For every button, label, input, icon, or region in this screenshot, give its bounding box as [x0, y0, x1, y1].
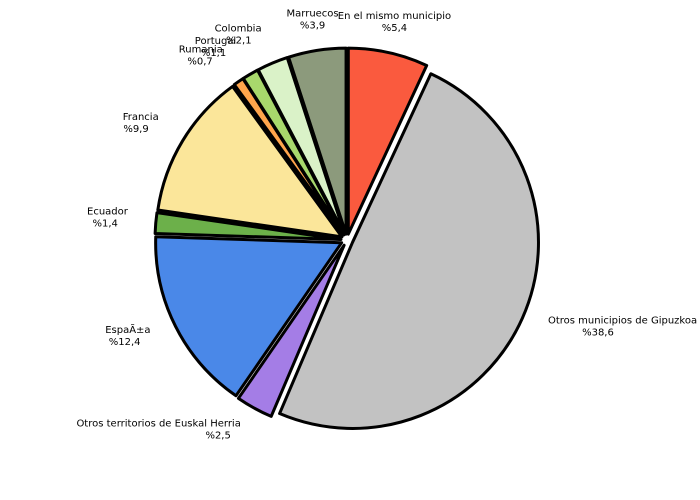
- pie-slice: [346, 46, 429, 236]
- pie-slice: [153, 211, 343, 241]
- slice-label: Rumania: [179, 44, 223, 55]
- slice-label: Otros territorios de Euskal Herria: [76, 419, 240, 430]
- pie-slice: [236, 243, 346, 418]
- pie-slice: [287, 46, 348, 236]
- slice-value: %1,1: [201, 48, 226, 59]
- pie-slice: [154, 235, 344, 398]
- slice-label: Otros municipios de Gipuzkoa: [548, 315, 697, 326]
- pie-slice: [278, 72, 540, 430]
- slice-value: %9,9: [123, 124, 148, 135]
- slice-label: Ecuador: [87, 207, 129, 218]
- slice-value: %0,7: [187, 56, 212, 67]
- slice-label: Colombia: [215, 23, 262, 34]
- slice-value: %2,5: [205, 431, 230, 442]
- slice-value: %38,6: [582, 327, 614, 338]
- slice-label: Francia: [123, 112, 159, 123]
- slice-value: %1,4: [92, 219, 117, 230]
- slice-label: EspaÃ±a: [105, 323, 150, 336]
- slice-label: En el mismo municipio: [338, 11, 451, 22]
- slice-value: %5,4: [382, 23, 407, 34]
- slice-value: %12,4: [109, 337, 141, 348]
- slice-label: Marruecos: [287, 9, 339, 20]
- slice-value: %3,9: [300, 21, 325, 32]
- slice-value: %2,1: [226, 35, 251, 46]
- slice-label: Portugal: [195, 36, 236, 47]
- pie-slice: [156, 84, 344, 239]
